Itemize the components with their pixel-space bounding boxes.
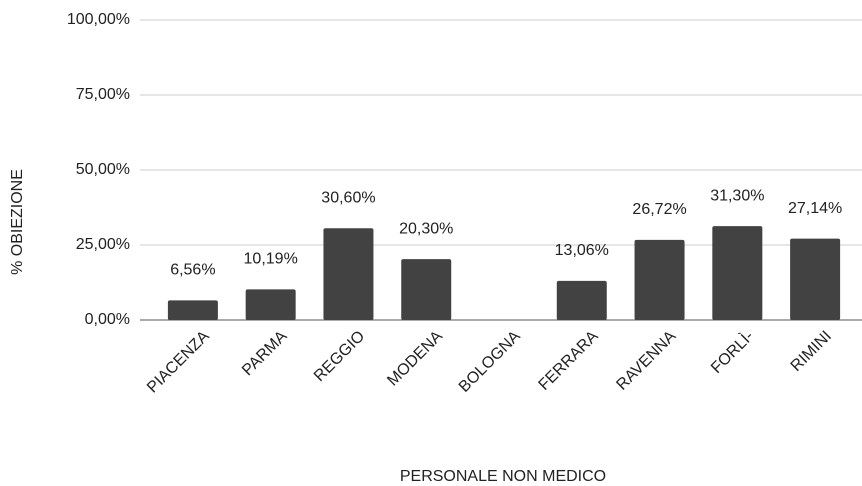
x-tick-label: PARMA xyxy=(239,328,291,380)
y-tick-label: 0,00% xyxy=(85,311,130,328)
y-tick-label: 25,00% xyxy=(76,236,130,253)
y-tick-label: 75,00% xyxy=(76,86,130,103)
value-label: 30,60% xyxy=(321,189,375,206)
bar xyxy=(556,280,607,320)
x-tick-label: MODENA xyxy=(384,328,446,390)
y-tick-label: 50,00% xyxy=(76,161,130,178)
value-label: 10,19% xyxy=(244,251,298,268)
y-axis-title: % OBIEZIONE xyxy=(9,169,26,275)
bar xyxy=(401,259,452,320)
x-tick-label: BOLOGNA xyxy=(456,328,524,396)
bar xyxy=(167,300,218,320)
value-label: 26,72% xyxy=(632,201,686,218)
x-tick-label: FORLÌ- xyxy=(707,326,758,377)
x-tick-label: RIMINI xyxy=(788,328,835,375)
x-tick-label: RAVENNA xyxy=(613,328,679,394)
bar xyxy=(790,238,841,320)
bar xyxy=(323,228,374,320)
bar xyxy=(245,289,296,320)
y-tick-label: 100,00% xyxy=(67,11,130,28)
value-label: 13,06% xyxy=(555,242,609,259)
bar xyxy=(634,239,685,320)
x-tick-label: PIACENZA xyxy=(144,328,213,397)
value-label: 6,56% xyxy=(170,262,215,279)
x-axis-title: PERSONALE NON MEDICO xyxy=(400,468,606,485)
value-label: 27,14% xyxy=(788,200,842,217)
bar xyxy=(712,226,763,320)
x-tick-label: REGGIO xyxy=(311,328,368,385)
value-label: 20,30% xyxy=(399,220,453,237)
x-tick-label: FERRARA xyxy=(536,328,602,394)
value-label: 31,30% xyxy=(710,187,764,204)
